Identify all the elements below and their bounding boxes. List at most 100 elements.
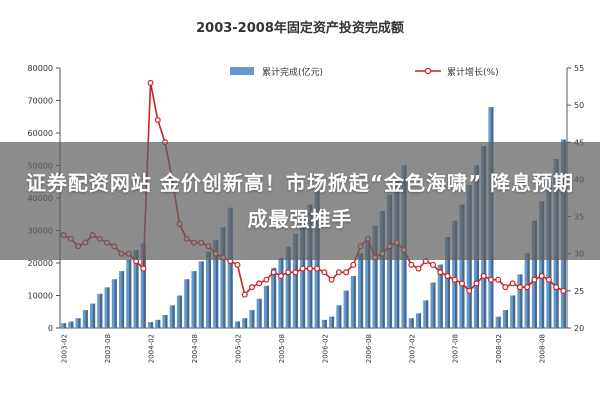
- growth-point: [487, 276, 494, 283]
- growth-point: [270, 269, 277, 276]
- growth-point: [277, 273, 284, 280]
- bar-body: [423, 300, 429, 328]
- bar-shade: [527, 253, 530, 328]
- bar-shade: [541, 201, 545, 328]
- x-tick-label: 2004-02: [148, 334, 156, 363]
- bar-body: [256, 298, 262, 328]
- growth-point: [147, 79, 154, 86]
- bar-shade: [208, 251, 212, 328]
- bar: [329, 316, 335, 328]
- bar-shade: [129, 259, 132, 328]
- growth-point: [241, 291, 248, 298]
- legend-item: 累计增长(%): [415, 66, 499, 78]
- headline-banner[interactable]: 证券配资网站 金价创新高！市场掀起“金色海啸” 降息预期成最强推手: [0, 142, 600, 260]
- bar-shade: [353, 276, 356, 328]
- growth-point: [524, 284, 531, 291]
- bar-shade: [512, 295, 516, 328]
- growth-point: [509, 280, 516, 287]
- bar-body: [365, 240, 371, 328]
- legend-swatch-bar: [230, 67, 254, 75]
- legend-swatch-point: [424, 67, 432, 75]
- bar: [321, 319, 327, 328]
- x-tick-label: 2007-02: [408, 334, 416, 363]
- bar-body: [90, 303, 96, 328]
- bar: [278, 258, 284, 328]
- bar-shade: [534, 220, 537, 328]
- growth-point: [480, 273, 487, 280]
- growth-point: [538, 273, 545, 280]
- bar-shade: [433, 282, 436, 328]
- bar-body: [495, 316, 501, 328]
- bar-body: [205, 251, 212, 328]
- x-tick-label: 2005-08: [278, 334, 286, 363]
- bar-shade: [194, 271, 197, 328]
- bar-shade: [107, 287, 110, 328]
- bar: [90, 303, 96, 328]
- bar-body: [300, 219, 306, 328]
- bar: [162, 315, 168, 328]
- bar-body: [176, 295, 183, 328]
- bar-shade: [389, 194, 393, 328]
- bar: [191, 271, 197, 328]
- bar: [452, 220, 458, 328]
- headline-text[interactable]: 证券配资网站 金价创新高！市场掀起“金色海啸” 降息预期成最强推手: [25, 171, 575, 231]
- x-tick-label: 2005-02: [234, 334, 242, 363]
- bar: [539, 201, 545, 328]
- bar-body: [452, 220, 458, 328]
- bar-shade: [179, 295, 183, 328]
- bar: [242, 318, 248, 328]
- bar: [292, 233, 298, 328]
- growth-point: [299, 265, 306, 272]
- bar-body: [387, 194, 393, 328]
- bar-body: [271, 267, 277, 328]
- bar: [119, 271, 125, 328]
- growth-point: [328, 276, 335, 283]
- growth-point: [248, 284, 255, 291]
- bar-body: [111, 279, 117, 328]
- bar: [263, 285, 269, 328]
- legend-item: 累计完成(亿元): [230, 66, 323, 78]
- bar: [97, 293, 103, 328]
- bar: [285, 246, 291, 328]
- bar-body: [119, 271, 125, 328]
- chart-legend: 累计完成(亿元) 累计增长(%): [230, 66, 499, 78]
- legend-label: 累计完成(亿元): [262, 66, 323, 78]
- bar-body: [104, 287, 110, 328]
- bar-body: [227, 207, 233, 328]
- bar-shade: [273, 267, 277, 328]
- bar-body: [415, 313, 422, 328]
- bar: [104, 287, 110, 328]
- bar-shade: [230, 207, 233, 328]
- bar-body: [263, 285, 269, 328]
- bar-body: [234, 321, 240, 328]
- growth-point: [321, 269, 328, 276]
- bar-body: [198, 261, 204, 328]
- bar-body: [285, 246, 291, 328]
- growth-point: [408, 261, 415, 268]
- bar: [169, 305, 175, 328]
- bar-body: [249, 310, 255, 328]
- bar-shade: [368, 240, 371, 328]
- bar-body: [75, 318, 81, 328]
- bar: [350, 276, 356, 328]
- growth-point: [415, 265, 422, 272]
- right-tick-label: 55: [574, 64, 584, 73]
- bar: [249, 310, 255, 328]
- bar-shade: [187, 279, 190, 328]
- bar: [220, 227, 226, 328]
- bar-shade: [281, 258, 284, 328]
- legend-label: 累计增长(%): [447, 66, 499, 78]
- bar-body: [539, 201, 545, 328]
- bar-body: [444, 237, 451, 328]
- bar: [531, 220, 537, 328]
- bar-shade: [223, 227, 226, 328]
- bar-shade: [295, 233, 298, 328]
- bar-body: [191, 271, 197, 328]
- growth-point: [350, 261, 357, 268]
- bar: [358, 253, 364, 328]
- bar-body: [162, 315, 168, 328]
- growth-point: [140, 265, 147, 272]
- bar-shade: [360, 253, 364, 328]
- bar: [387, 194, 393, 328]
